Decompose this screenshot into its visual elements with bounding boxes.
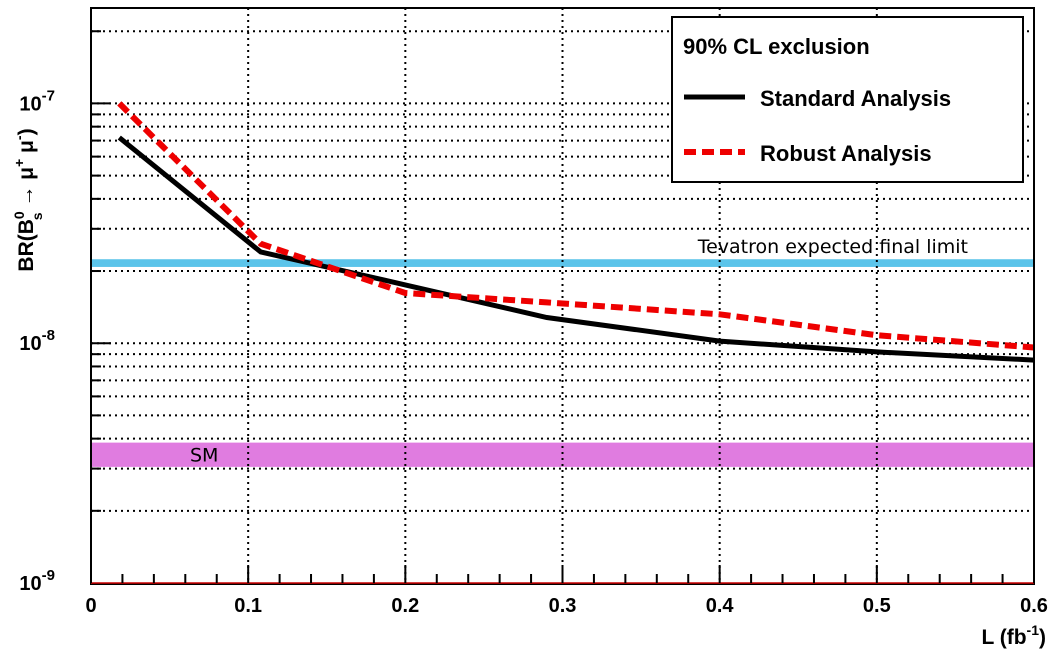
data-point	[719, 314, 720, 315]
y-tick-label: 10-8	[19, 327, 55, 355]
series-line-robust-analysis	[117, 101, 1035, 351]
x-tick-label-0: 0	[85, 595, 96, 617]
data-point	[546, 317, 547, 318]
series-line-standard-analysis	[117, 135, 1035, 363]
legend-title: 90% CL exclusion	[683, 34, 870, 59]
data-point	[876, 335, 877, 336]
data-point	[546, 302, 547, 303]
data-point	[405, 292, 406, 293]
band-tevatron	[91, 259, 1034, 267]
x-tick-label-0.6: 0.6	[1020, 595, 1048, 617]
x-tick-label-0.5: 0.5	[863, 595, 891, 617]
band-label-sm: SM	[190, 445, 218, 467]
x-tick-label-0.2: 0.2	[391, 595, 419, 617]
y-tick-label: 10-9	[19, 567, 55, 595]
x-tick-label-0.4: 0.4	[706, 595, 735, 617]
x-axis-title: L (fb-1)	[981, 622, 1046, 649]
legend-label-robust: Robust Analysis	[760, 141, 932, 166]
data-point	[260, 243, 261, 244]
data-point	[260, 252, 261, 253]
data-point	[719, 341, 720, 342]
legend-label-standard: Standard Analysis	[760, 86, 951, 111]
y-tick-label: 10-7	[19, 87, 55, 115]
band-label-tevatron: Tevatron expected final limit	[697, 236, 968, 258]
x-tick-label-0.3: 0.3	[549, 595, 577, 617]
data-point	[119, 137, 120, 138]
plot-frame	[90, 7, 1035, 585]
legend: 90% CL exclusion Standard Analysis Robus…	[671, 16, 1024, 183]
data-point	[405, 284, 406, 285]
data-point	[119, 103, 120, 104]
y-axis-title: BR(B0 s → μ+ μ-)	[11, 128, 45, 271]
data-point	[876, 351, 877, 352]
x-tick-label-0.1: 0.1	[234, 595, 262, 617]
